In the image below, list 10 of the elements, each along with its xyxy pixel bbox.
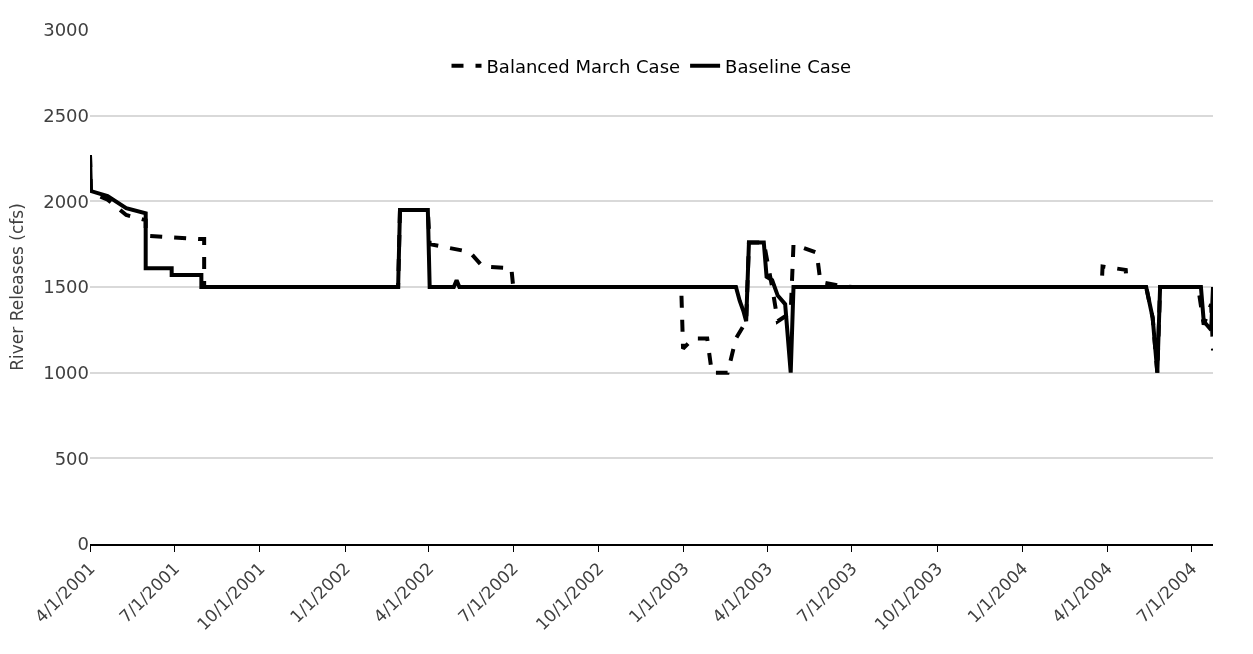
y-axis-title: River Releases (cfs): [6, 203, 27, 371]
y-tick-label: 3000: [43, 19, 89, 41]
y-tick-label: 2500: [43, 104, 89, 126]
y-tick-label: 2000: [43, 190, 89, 212]
y-tick-label: 1500: [43, 276, 89, 298]
y-tick-label: 500: [54, 447, 89, 469]
y-tick-label: 1000: [43, 361, 89, 383]
legend-label: Baseline Case: [725, 55, 852, 77]
legend-label: Balanced March Case: [486, 55, 681, 77]
y-tick-label: 0: [77, 533, 89, 555]
